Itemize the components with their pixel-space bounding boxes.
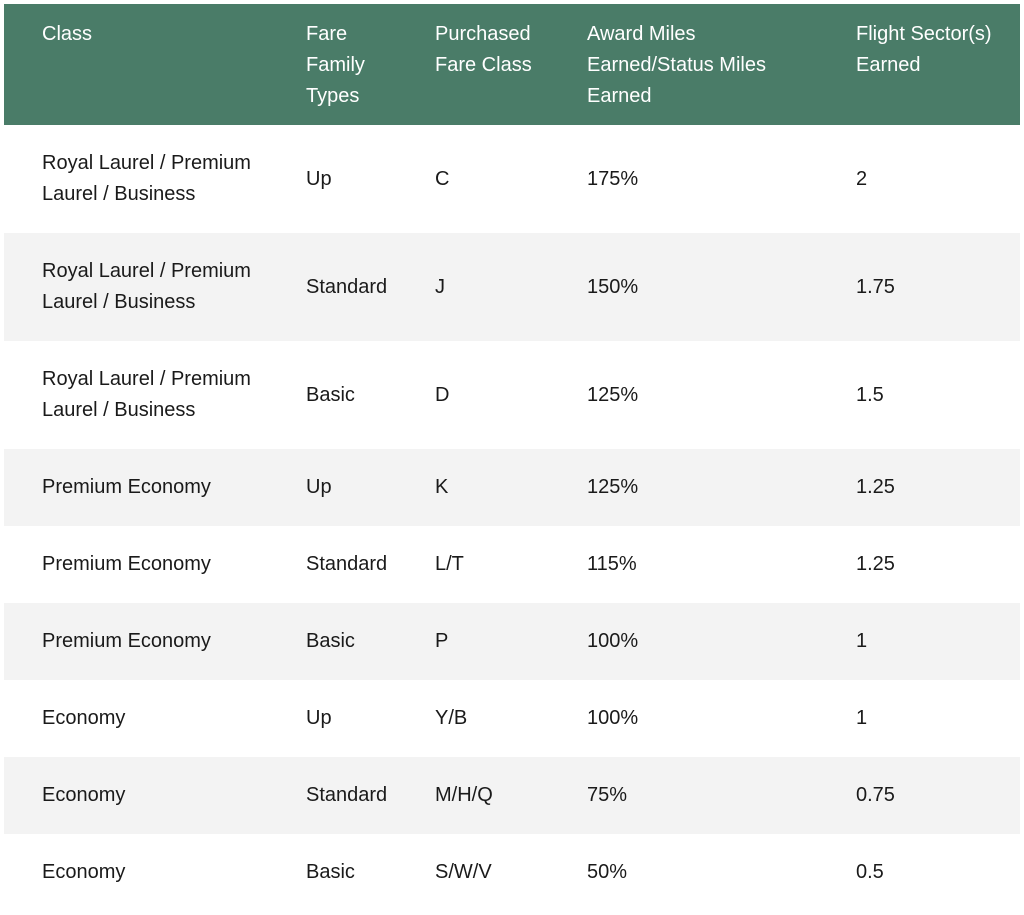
cell-fare-class: S/W/V — [435, 861, 492, 883]
cell-fare-class: L/T — [435, 553, 464, 575]
cell-fare-class: M/H/Q — [435, 784, 493, 806]
cell-fare-class: C — [435, 167, 450, 190]
table-row: Economy Up Y/B 100% 1 — [4, 680, 1020, 757]
header-class: Class — [42, 23, 93, 45]
cell-class: Premium Economy — [42, 553, 211, 575]
cell-flight-sectors: 0.75 — [856, 784, 895, 806]
cell-award-miles: 100% — [587, 707, 639, 729]
header-purchased-fare-class: Purchased Fare Class — [435, 23, 532, 76]
cell-flight-sectors: 2 — [856, 167, 868, 190]
header-row: Class Fare Family Types Purchased Fare C… — [4, 4, 1020, 125]
cell-flight-sectors: 1.5 — [856, 383, 884, 406]
table-row: Royal Laurel / Premium Laurel / Business… — [4, 233, 1020, 341]
cell-fare-family: Basic — [306, 630, 355, 652]
table-body: Royal Laurel / Premium Laurel / Business… — [4, 125, 1020, 911]
cell-flight-sectors: 1 — [856, 707, 868, 729]
cell-award-miles: 150% — [587, 275, 639, 298]
cell-class: Economy — [42, 784, 126, 806]
cell-class: Royal Laurel / Premium Laurel / Business — [42, 260, 251, 313]
cell-award-miles: 50% — [587, 861, 628, 883]
cell-award-miles: 125% — [587, 476, 639, 498]
cell-fare-class: K — [435, 476, 449, 498]
table-row: Royal Laurel / Premium Laurel / Business… — [4, 341, 1020, 449]
cell-fare-family: Up — [306, 476, 332, 498]
cell-award-miles: 115% — [587, 553, 637, 575]
cell-flight-sectors: 0.5 — [856, 861, 884, 883]
cell-award-miles: 125% — [587, 383, 639, 406]
cell-flight-sectors: 1.25 — [856, 553, 895, 575]
cell-award-miles: 75% — [587, 784, 628, 806]
table-row: Royal Laurel / Premium Laurel / Business… — [4, 125, 1020, 233]
table-row: Premium Economy Standard L/T 115% 1.25 — [4, 526, 1020, 603]
cell-fare-family: Up — [306, 167, 332, 190]
cell-fare-family: Standard — [306, 553, 388, 575]
cell-fare-family: Basic — [306, 861, 355, 883]
cell-flight-sectors: 1.75 — [856, 275, 895, 298]
table-row: Economy Basic S/W/V 50% 0.5 — [4, 834, 1020, 911]
cell-fare-family: Basic — [306, 383, 355, 406]
cell-fare-class: D — [435, 383, 450, 406]
cell-flight-sectors: 1 — [856, 630, 868, 652]
header-award-miles-earned: Award Miles Earned/Status Miles Earned — [587, 23, 766, 107]
cell-class: Premium Economy — [42, 476, 211, 498]
table-row: Premium Economy Basic P 100% 1 — [4, 603, 1020, 680]
cell-fare-family: Standard — [306, 784, 388, 806]
cell-class: Royal Laurel / Premium Laurel / Business — [42, 368, 251, 421]
header-fare-family-types: Fare Family Types — [306, 23, 365, 107]
header-flight-sectors-earned: Flight Sector(s) Earned — [856, 23, 992, 76]
fare-table-container: Class Fare Family Types Purchased Fare C… — [4, 4, 1020, 911]
cell-award-miles: 175% — [587, 167, 639, 190]
cell-fare-family: Standard — [306, 275, 388, 298]
table-row: Premium Economy Up K 125% 1.25 — [4, 449, 1020, 526]
cell-class: Economy — [42, 861, 126, 883]
cell-class: Royal Laurel / Premium Laurel / Business — [42, 152, 251, 205]
table-row: Economy Standard M/H/Q 75% 0.75 — [4, 757, 1020, 834]
cell-class: Economy — [42, 707, 126, 729]
cell-flight-sectors: 1.25 — [856, 476, 895, 498]
cell-fare-family: Up — [306, 707, 332, 729]
cell-fare-class: Y/B — [435, 707, 468, 729]
cell-award-miles: 100% — [587, 630, 639, 652]
table-header: Class Fare Family Types Purchased Fare C… — [4, 4, 1020, 125]
cell-fare-class: J — [435, 275, 445, 298]
cell-class: Premium Economy — [42, 630, 211, 652]
fare-earning-table: Class Fare Family Types Purchased Fare C… — [4, 4, 1020, 911]
cell-fare-class: P — [435, 630, 449, 652]
